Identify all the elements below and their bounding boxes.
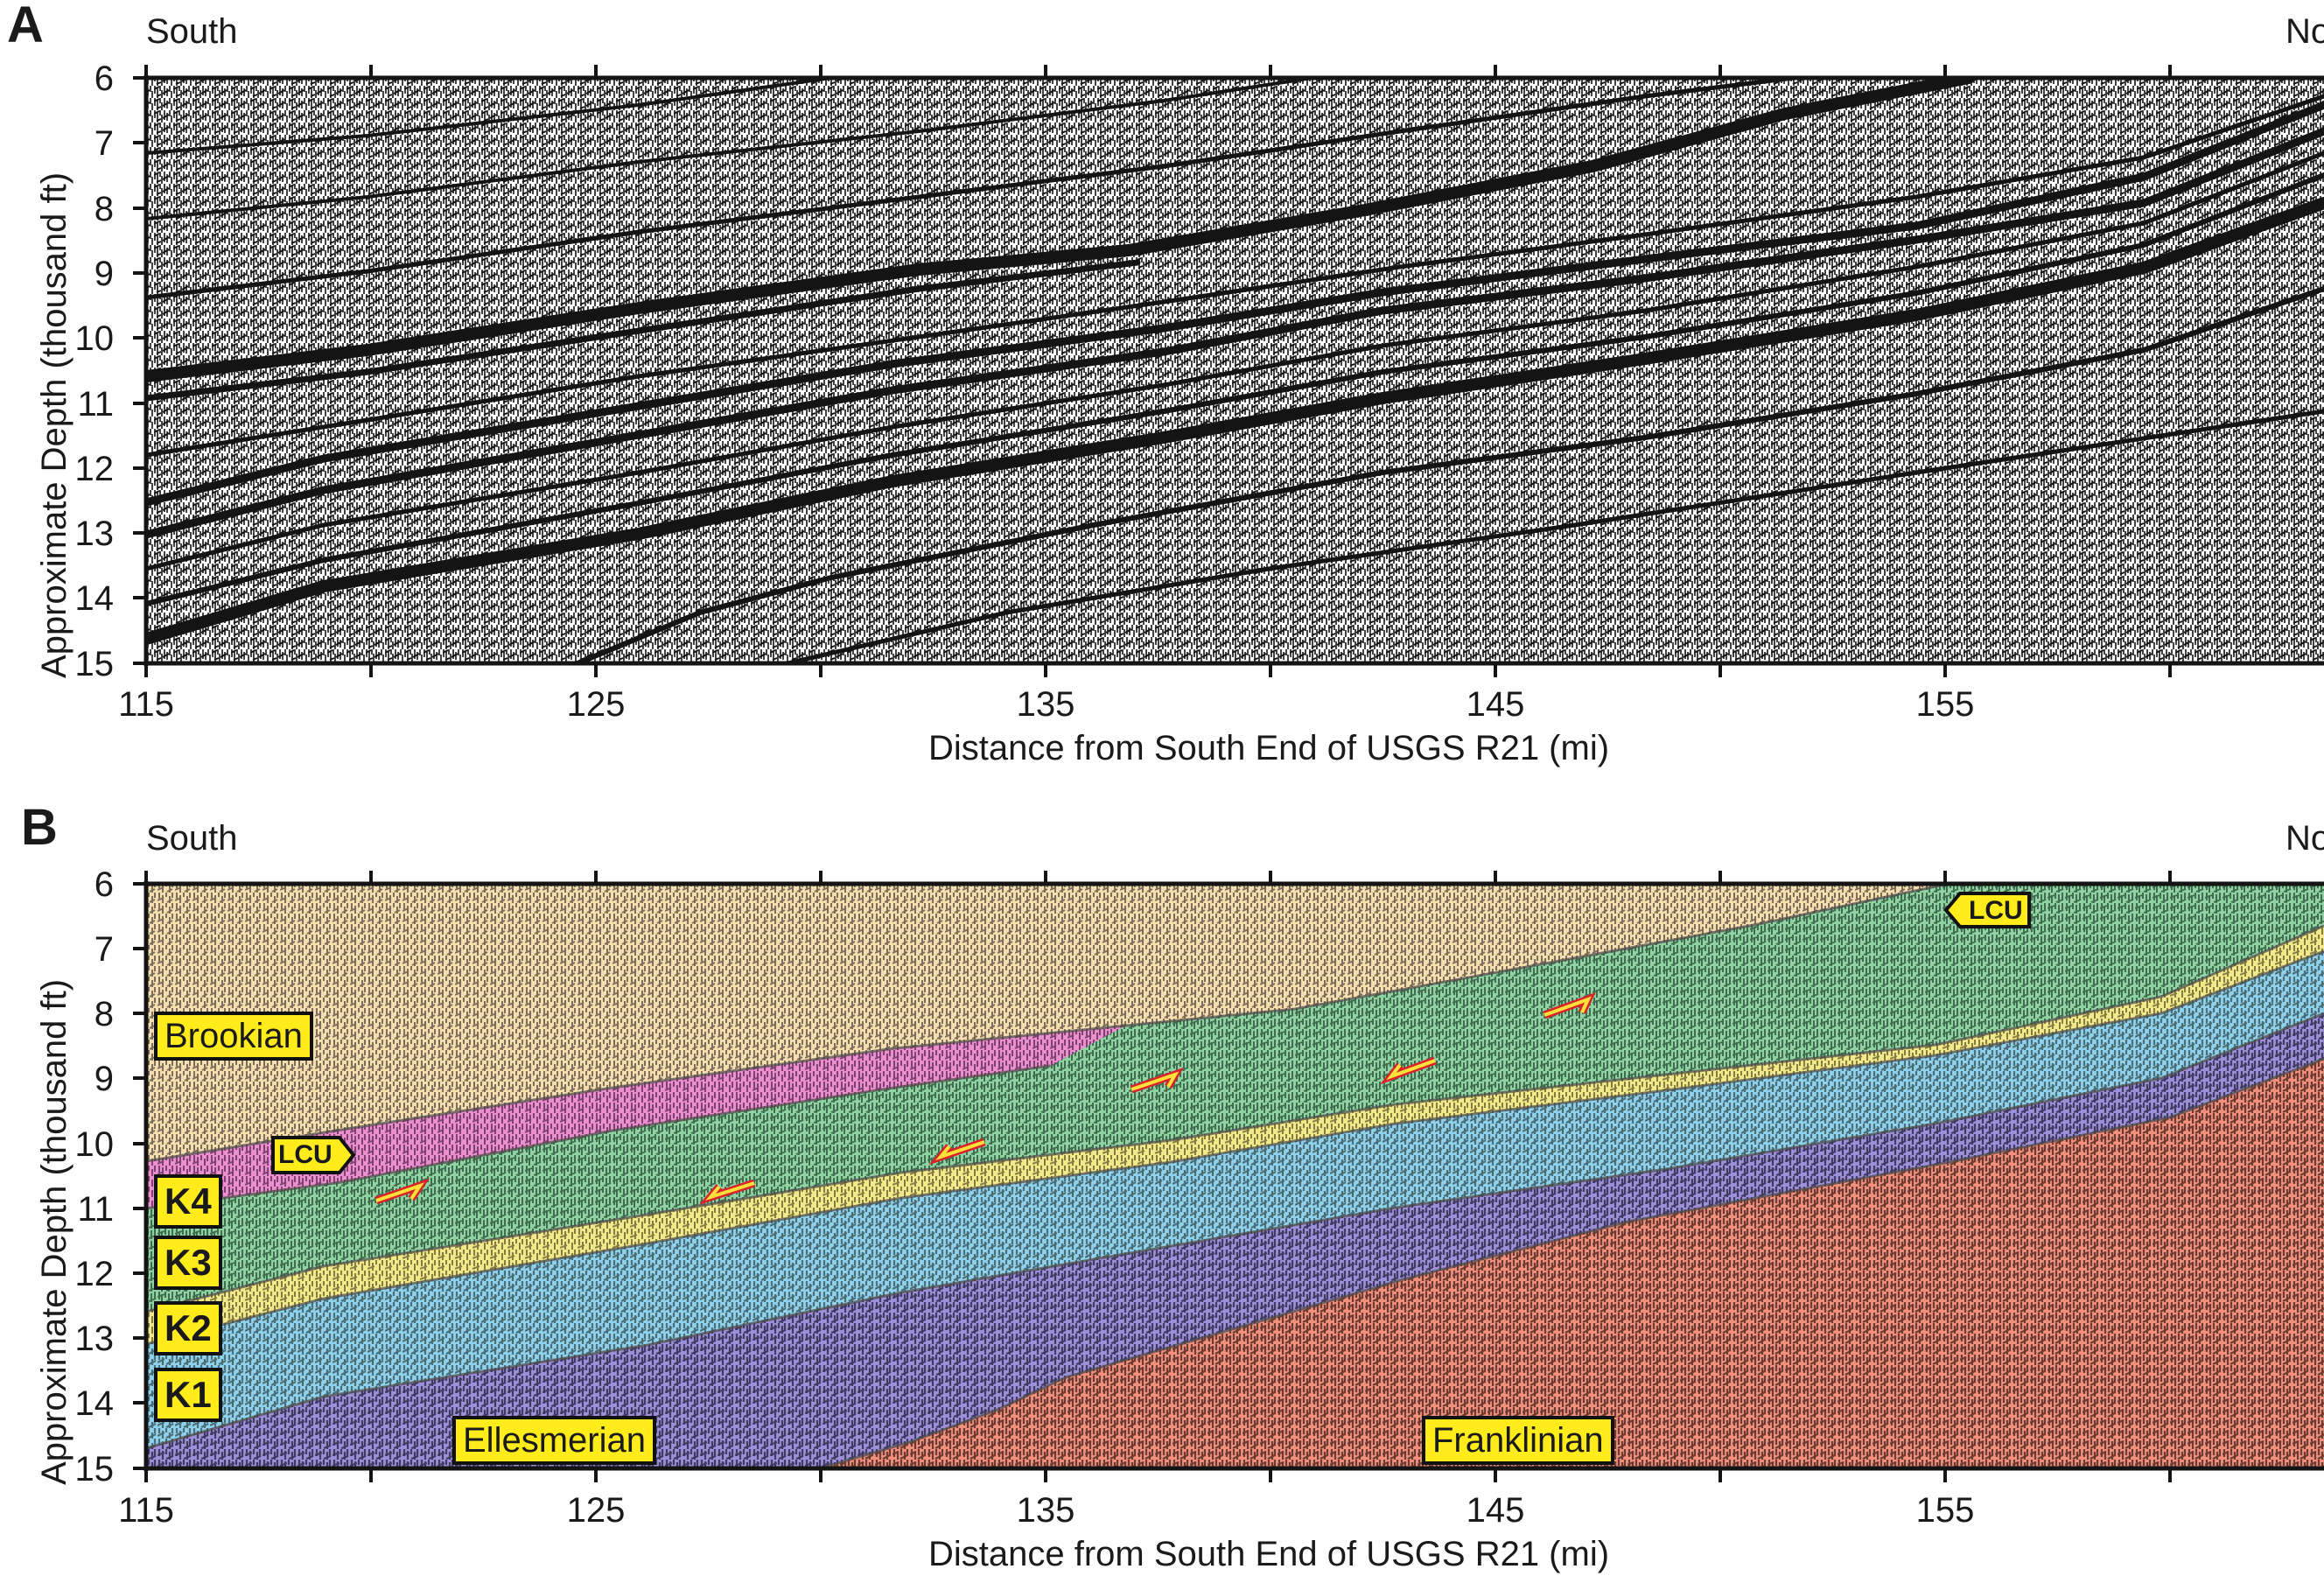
panel-a-north-label: No [2286,12,2324,51]
y-tick: 13 [74,1320,115,1358]
unit-franklinian [820,1059,2324,1468]
y-tick: 11 [77,385,114,424]
label-lcu-right: LCU [1969,896,2023,925]
onlap-arrow-icon [1380,1056,1437,1085]
label-lcu-left: LCU [278,1140,332,1169]
y-tick: 8 [94,190,114,228]
onlap-arrow-icon [1543,992,1596,1019]
y-tick: 12 [74,1255,115,1293]
x-tick: 145 [1466,685,1525,724]
panel-b-north-label: No [2286,819,2324,858]
y-tick: 10 [74,1125,115,1164]
y-tick: 6 [94,60,114,98]
x-tick: 155 [1915,1491,1975,1530]
lcu-left-tag-shape [271,1136,356,1174]
y-tick: 11 [77,1190,114,1229]
label-franklinian: Franklinian [1422,1416,1614,1465]
label-k1: K1 [154,1368,222,1422]
y-tick: 9 [94,255,114,293]
label-brookian: Brookian [154,1012,313,1061]
y-tick: 13 [74,515,115,553]
panel-a-letter: A [7,0,44,53]
x-tick: 125 [566,1491,626,1530]
y-tick: 6 [94,865,114,904]
x-tick: 135 [1016,685,1075,724]
onlap-arrow-icon [928,1138,986,1166]
y-tick: 15 [74,1450,115,1488]
stratigraphic-units [146,884,2324,1468]
y-tick: 12 [74,450,115,488]
panel-a-seismic-plot [133,65,2324,677]
y-tick: 7 [94,124,114,163]
onlap-arrow-icon [1130,1067,1184,1094]
x-tick: 155 [1915,685,1975,724]
y-tick: 7 [94,930,114,969]
label-k4: K4 [154,1174,222,1229]
x-tick: 115 [118,1491,174,1530]
y-tick: 9 [94,1060,114,1098]
x-tick: 125 [566,685,626,724]
x-tick: 115 [118,685,174,724]
panel-b-letter: B [21,799,58,856]
label-ellesmerian: Ellesmerian [452,1416,656,1465]
onlap-arrows [374,992,1596,1205]
y-tick: 14 [74,1384,115,1423]
panel-b-south-label: South [146,819,238,858]
label-k3: K3 [154,1236,222,1290]
y-tick: 14 [74,579,115,618]
onlap-arrow-icon [374,1178,430,1205]
y-tick: 15 [74,645,115,683]
lcu-right-tag-shape [1943,892,2031,928]
y-tick: 8 [94,995,114,1033]
panel-a-south-label: South [146,12,238,51]
y-tick: 10 [74,319,115,358]
panel-b-x-axis-label: Distance from South End of USGS R21 (mi) [928,1535,1610,1573]
x-tick: 145 [1466,1491,1525,1530]
panel-a-x-axis-label: Distance from South End of USGS R21 (mi) [928,729,1610,767]
label-k2: K2 [154,1301,222,1355]
x-tick: 135 [1016,1491,1075,1530]
onlap-arrow-icon [698,1179,756,1205]
